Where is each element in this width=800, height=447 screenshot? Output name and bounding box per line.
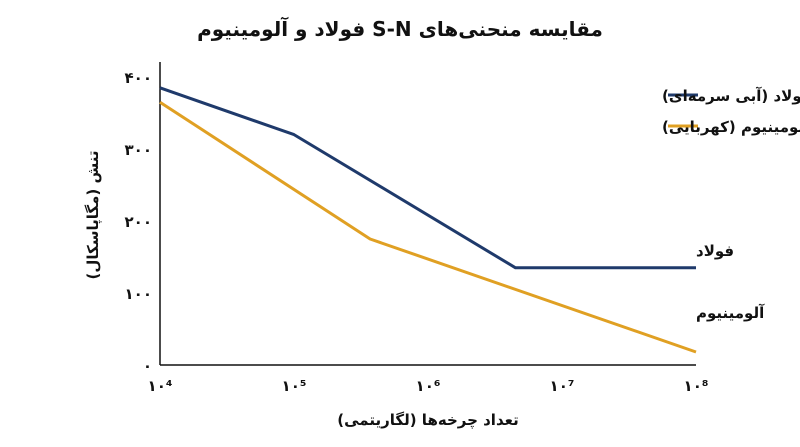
- x-tick-label: ۱۰⁶: [416, 377, 441, 395]
- aluminum-line: [159, 100, 697, 354]
- legend-label-steel: فولاد (آبی سرمه‌ای): [662, 87, 800, 105]
- aluminum-annotation: آلومینیوم: [696, 304, 765, 322]
- x-tick-labels: ۱۰⁴ ۱۰⁵ ۱۰⁶ ۱۰⁷ ۱۰⁸: [148, 377, 709, 395]
- steel-annotation: فولاد: [696, 242, 734, 260]
- y-axis-label: تنش (مگاپاسکال): [84, 151, 103, 280]
- x-tick-label: ۱۰⁴: [148, 377, 173, 395]
- y-tick-label: ۰: [143, 357, 152, 375]
- x-tick-label: ۱۰⁵: [282, 377, 307, 395]
- y-tick-label: ۳۰۰: [125, 141, 152, 159]
- steel-line: [159, 86, 696, 270]
- legend-label-aluminum: آلومینیوم (کهربایی): [662, 118, 800, 136]
- y-tick-label: ۲۰۰: [125, 213, 152, 231]
- chart-title: مقایسه منحنی‌های S-N فولاد و آلومینیوم: [197, 16, 603, 41]
- y-tick-label: ۱۰۰: [125, 285, 152, 303]
- y-tick-labels: ۰ ۱۰۰ ۲۰۰ ۳۰۰ ۴۰۰: [125, 69, 152, 375]
- x-tick-label: ۱۰⁷: [550, 377, 575, 395]
- x-axis-label: تعداد چرخه‌ها (لگاریتمی): [337, 411, 518, 430]
- y-tick-label: ۴۰۰: [125, 69, 152, 87]
- legend: فولاد (آبی سرمه‌ای) آلومینیوم (کهربایی): [662, 87, 800, 136]
- x-tick-label: ۱۰⁸: [684, 377, 709, 395]
- series-lines: [159, 86, 697, 354]
